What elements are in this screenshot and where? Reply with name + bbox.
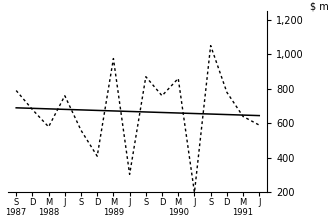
Y-axis label: $ m: $ m	[310, 1, 328, 11]
